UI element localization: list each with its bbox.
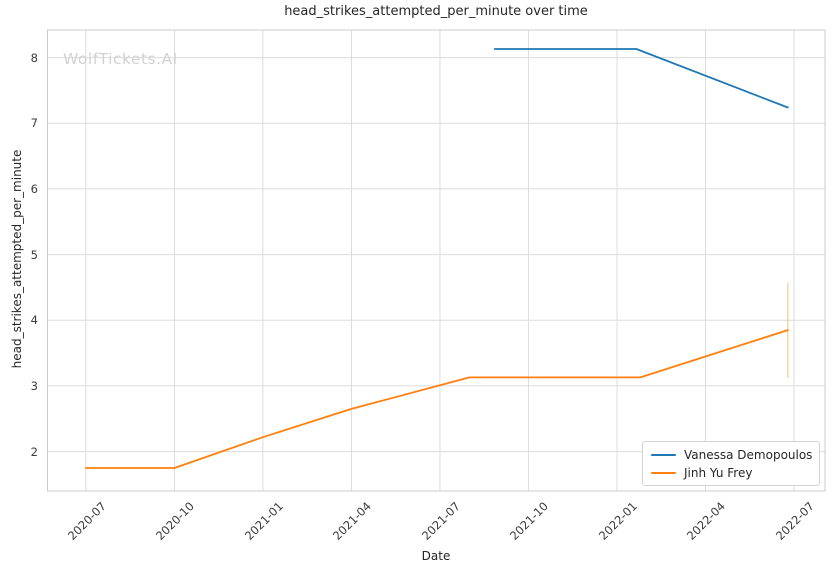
x-axis-label: Date xyxy=(421,549,451,563)
chart-title: head_strikes_attempted_per_minute over t… xyxy=(284,4,588,19)
y-tick-label: 5 xyxy=(30,247,38,262)
legend-item-jinh-yu-frey: Jinh Yu Frey xyxy=(651,465,811,481)
legend-line-swatch-blue xyxy=(651,453,676,457)
legend-label: Vanessa Demopoulos xyxy=(684,448,813,462)
legend-line-swatch-orange xyxy=(651,471,676,475)
y-tick-label: 8 xyxy=(30,50,38,65)
legend-label: Jinh Yu Frey xyxy=(684,466,753,480)
series-line xyxy=(85,329,789,469)
y-tick-label: 7 xyxy=(30,116,38,131)
y-tick-label: 6 xyxy=(30,181,38,196)
legend: Vanessa Demopoulos Jinh Yu Frey xyxy=(642,441,820,486)
series-line xyxy=(493,48,789,109)
axes-border xyxy=(47,29,826,492)
y-tick-label: 3 xyxy=(30,378,38,393)
y-tick-label: 4 xyxy=(30,313,38,328)
legend-item-vanessa-demopoulos: Vanessa Demopoulos xyxy=(651,447,813,463)
watermark: WolfTickets.AI xyxy=(63,50,178,68)
y-tick-label: 2 xyxy=(30,444,38,459)
